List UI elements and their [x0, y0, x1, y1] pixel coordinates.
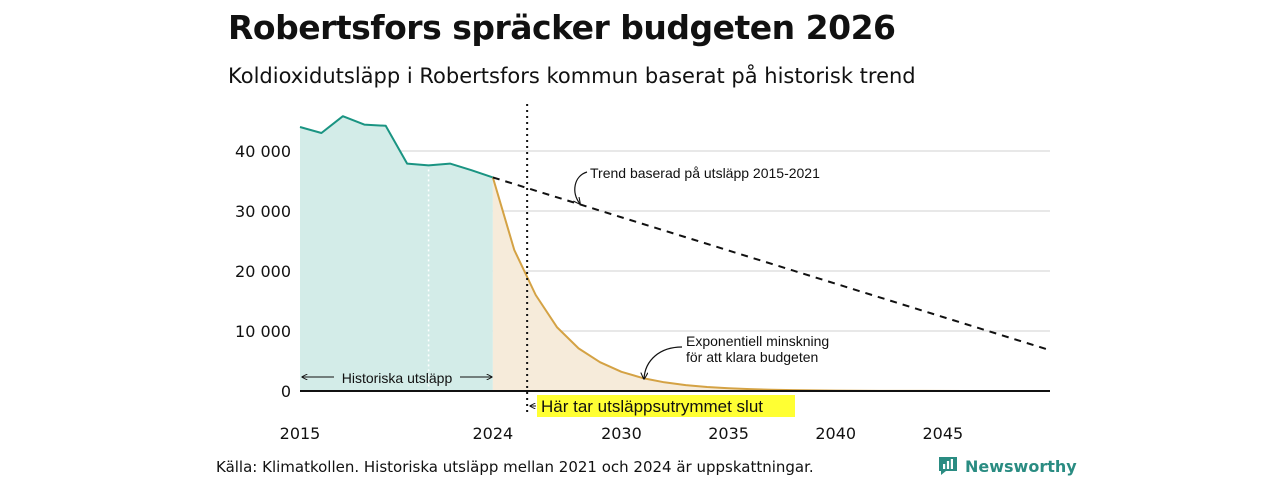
- y-tick-label-3: 30 000: [235, 202, 291, 221]
- bar-chart-icon: [939, 457, 957, 475]
- y-tick-label-1: 10 000: [235, 322, 291, 341]
- x-tick-label-5: 2045: [922, 424, 963, 443]
- trend-line: [492, 176, 1051, 352]
- area-fills: [300, 116, 1050, 391]
- budget-end-label: Här tar utsläppsutrymmet slut: [541, 397, 763, 416]
- historic-area: [300, 116, 493, 391]
- y-tick-label-2: 20 000: [235, 262, 291, 281]
- chart-title: Robertsfors spräcker budgeten 2026: [228, 8, 896, 47]
- x-tick-label-1: 2024: [472, 424, 513, 443]
- exp-annotation-arrow: [644, 346, 683, 379]
- y-tick-label-4: 40 000: [235, 142, 291, 161]
- exp-annotation-line2: för att klara budgeten: [686, 349, 818, 365]
- y-tick-label-0: 0: [281, 382, 291, 401]
- exp-annotation-line1: Exponentiell minskning: [686, 333, 829, 349]
- x-tick-label-3: 2035: [708, 424, 749, 443]
- historic-line: [299, 115, 494, 179]
- trend-annotation-arrow: [575, 171, 588, 204]
- x-tick-label-2: 2030: [601, 424, 642, 443]
- axes: 0 10 000 20 000 30 000 40 000 2015 2024 2030 203…: [235, 142, 1050, 443]
- annotations: Trend baserad på utsläpp 2015-2021 Expone…: [302, 104, 829, 417]
- reduction-area: [492, 177, 1050, 391]
- x-tick-label-4: 2040: [815, 424, 856, 443]
- budget-end-highlight: [537, 395, 795, 417]
- chart-subtitle: Koldioxidutsläpp i Robertsfors kommun ba…: [228, 64, 916, 88]
- x-tick-label-0: 2015: [280, 424, 321, 443]
- historic-label: Historiska utsläpp: [342, 370, 453, 386]
- brand-name: Newsworthy: [965, 456, 1077, 476]
- brand-logo: Newsworthy: [937, 455, 1077, 477]
- source-note: Källa: Klimatkollen. Historiska utsläpp …: [216, 458, 814, 476]
- trend-annotation: Trend baserad på utsläpp 2015-2021: [590, 165, 820, 181]
